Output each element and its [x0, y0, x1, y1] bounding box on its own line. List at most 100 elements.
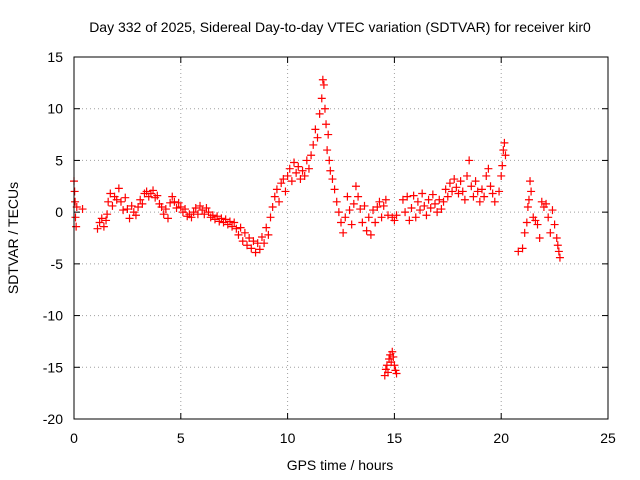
data-point [354, 192, 363, 201]
data-point [95, 218, 104, 227]
data-point [377, 213, 386, 222]
data-point [411, 213, 420, 222]
data-point [546, 228, 555, 237]
data-point [189, 208, 198, 217]
data-point [495, 187, 504, 196]
data-point [251, 248, 260, 257]
data-point [99, 222, 108, 231]
data-point [72, 222, 81, 231]
data-point [379, 201, 388, 210]
data-point [272, 185, 281, 194]
data-point [458, 187, 467, 196]
data-point [168, 192, 177, 201]
plot-frame [73, 56, 609, 420]
y-tick-label: -10 [43, 308, 63, 324]
y-axis-label: SDTVAR / TECUs [5, 182, 21, 294]
data-point [537, 197, 546, 206]
data-point [230, 218, 239, 227]
data-point [405, 216, 414, 225]
data-point [270, 192, 279, 201]
data-point [161, 205, 170, 214]
x-tick-label: 25 [600, 430, 616, 446]
data-point [317, 94, 326, 103]
y-tick-label: 10 [47, 101, 63, 117]
data-point [279, 175, 288, 184]
data-point [452, 183, 461, 192]
data-point [360, 201, 369, 210]
data-point [176, 202, 185, 211]
data-point [544, 213, 553, 222]
data-point [225, 217, 234, 226]
x-tick-label: 0 [70, 430, 78, 446]
x-tick-label: 5 [177, 430, 185, 446]
data-point [520, 228, 529, 237]
data-point [373, 202, 382, 211]
data-point [119, 206, 128, 215]
y-tick-label: -15 [43, 359, 63, 375]
data-point [550, 220, 559, 229]
data-point [437, 205, 446, 214]
data-point [311, 125, 320, 134]
data-point [553, 241, 562, 250]
data-point [337, 218, 345, 227]
data-point [362, 226, 371, 235]
data-point [439, 197, 448, 206]
data-point [240, 228, 249, 237]
data-point [131, 211, 140, 220]
data-point [264, 230, 273, 239]
data-point [390, 361, 399, 370]
data-point [304, 164, 313, 173]
data-point [319, 80, 328, 89]
data-point [533, 220, 542, 229]
data-point [138, 199, 147, 208]
data-point [484, 164, 493, 173]
data-point [298, 166, 307, 175]
data-point [389, 352, 398, 361]
data-point [407, 204, 416, 213]
data-point [347, 220, 356, 229]
data-point [382, 361, 391, 370]
data-point [136, 195, 145, 204]
data-point [441, 185, 450, 194]
data-point [392, 369, 401, 378]
data-point [213, 212, 222, 221]
data-point [320, 104, 329, 113]
data-point [292, 168, 301, 177]
data-point [309, 140, 318, 149]
data-point [232, 224, 241, 233]
data-point [477, 185, 486, 194]
data-point [371, 218, 380, 227]
data-point [163, 214, 172, 223]
data-point [428, 190, 437, 199]
data-point [448, 187, 457, 196]
data-point [422, 211, 431, 220]
data-point [106, 189, 115, 198]
data-point [172, 204, 181, 213]
data-point [70, 187, 79, 196]
data-point [159, 210, 168, 219]
data-point [202, 204, 211, 213]
data-point [334, 208, 343, 217]
data-point [204, 208, 213, 217]
grid-lines [74, 57, 608, 419]
data-point [234, 230, 243, 239]
data-point [465, 156, 474, 165]
data-point [500, 138, 509, 147]
data-point [369, 206, 378, 215]
data-point [501, 151, 510, 160]
data-point [166, 198, 175, 207]
data-point [142, 187, 151, 196]
data-point [125, 214, 134, 223]
data-point [488, 189, 497, 198]
data-point [114, 184, 123, 193]
data-point [71, 197, 80, 206]
data-point [318, 75, 327, 84]
data-point [473, 187, 482, 196]
data-point [112, 195, 121, 204]
chart-title: Day 332 of 2025, Sidereal Day-to-day VTE… [89, 19, 591, 35]
data-point [326, 166, 335, 175]
data-point [433, 208, 442, 217]
data-point [358, 218, 367, 227]
x-tick-label: 20 [493, 430, 509, 446]
